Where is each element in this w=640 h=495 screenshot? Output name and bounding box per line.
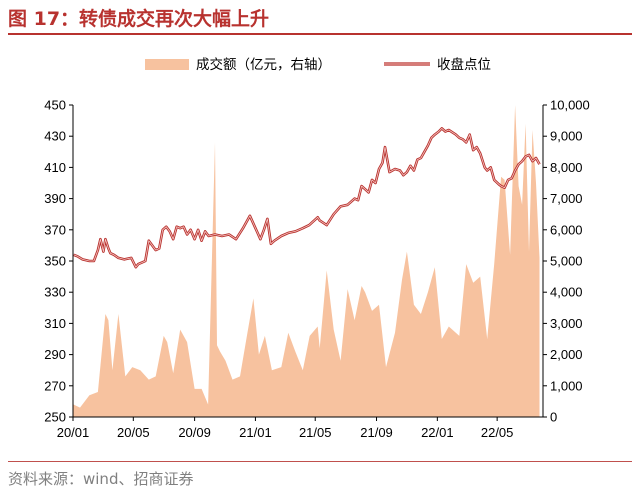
y-right-tick-label: 4,000: [550, 285, 583, 300]
y-left-tick-label: 290: [44, 347, 66, 362]
y-right-tick-label: 2,000: [550, 347, 583, 362]
y-right-tick-label: 8,000: [550, 160, 583, 175]
x-tick-label: 21/01: [239, 425, 272, 440]
y-right-tick-label: 5,000: [550, 254, 583, 269]
y-left-tick-label: 250: [44, 410, 66, 425]
legend-label-index: 收盘点位: [437, 56, 491, 73]
y-right-tick-label: 6,000: [550, 222, 583, 237]
x-tick-label: 22/01: [421, 425, 454, 440]
legend-area-swatch: [145, 59, 189, 70]
y-right-tick-label: 7,000: [550, 191, 583, 206]
series-index-line-inner: [73, 127, 540, 268]
y-left-tick-label: 450: [44, 98, 66, 113]
x-tick-label: 20/05: [117, 425, 150, 440]
y-right-tick-label: 10,000: [550, 98, 590, 113]
y-left-tick-label: 390: [44, 191, 66, 206]
y-left-tick-label: 430: [44, 129, 66, 144]
plot-area: [73, 105, 541, 417]
y-left-tick-label: 330: [44, 285, 66, 300]
y-left-tick-label: 350: [44, 254, 66, 269]
y-left-tick-label: 270: [44, 378, 66, 393]
y-right-tick-label: 1,000: [550, 378, 583, 393]
figure-title: 图 17：转债成交再次大幅上升: [8, 8, 270, 30]
source-note: 资料来源：wind、招商证券: [8, 470, 194, 488]
y-left-tick-label: 310: [44, 316, 66, 331]
axes: 250 270 290 310 330 350 370 390 410 430 450 0 1,000 2…: [44, 98, 589, 441]
series-index-line: [73, 127, 541, 269]
y-right-tick-label: 0: [550, 410, 557, 425]
x-tick-label: 20/01: [57, 425, 90, 440]
series-volume-area: [73, 105, 540, 417]
legend-label-volume: 成交额（亿元，右轴）: [196, 56, 331, 73]
source-rule: [8, 461, 632, 462]
y-right-tick-label: 3,000: [550, 316, 583, 331]
y-right-tick-label: 9,000: [550, 129, 583, 144]
y-left-tick-label: 410: [44, 160, 66, 175]
x-tick-label: 20/09: [178, 425, 211, 440]
x-tick-label: 21/05: [299, 425, 332, 440]
y-left-tick-label: 370: [44, 222, 66, 237]
x-tick-label: 21/09: [360, 425, 393, 440]
title-rule: [8, 33, 632, 35]
legend: 成交额（亿元，右轴） 收盘点位: [145, 56, 491, 73]
x-tick-label: 22/05: [481, 425, 514, 440]
